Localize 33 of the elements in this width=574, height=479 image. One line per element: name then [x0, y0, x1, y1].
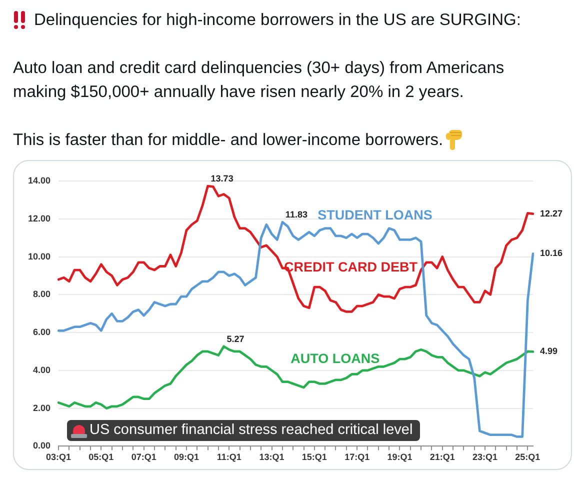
x-tick-label: 19:Q1 [387, 452, 412, 462]
text: This is faster than for middle- and lower-income borrowers. [13, 130, 444, 151]
x-tick-label: 11:Q1 [216, 452, 242, 462]
x-tick-label: 17:Q1 [344, 452, 370, 462]
data-label: 10.16 [540, 248, 563, 258]
x-tick-label: 05:Q1 [88, 452, 114, 462]
data-label: 4.99 [540, 346, 558, 356]
annotation: US consumer financial stress reached critical level [90, 421, 413, 440]
series-label: AUTO LOANS [290, 350, 380, 366]
series-label: STUDENT LOANS [318, 207, 432, 222]
y-tick-label: 8.00 [32, 289, 51, 300]
x-tick-label: 13:Q1 [259, 452, 284, 462]
series-label: CREDIT CARD DEBT [284, 260, 418, 275]
x-tick-label: 09:Q1 [174, 452, 199, 462]
x-tick-label: 23:Q1 [472, 452, 498, 462]
y-tick-label: 4.00 [32, 364, 51, 375]
y-tick-label: 2.00 [32, 402, 51, 413]
x-tick-label: 21:Q1 [430, 452, 455, 462]
chart-subtitle: Auto loan and credit card delinquencies (30+ days) from Americans making $150,000+ annually have risen nearly 20% in 2 years. [13, 58, 506, 103]
y-tick-label: 14.00 [28, 175, 51, 186]
data-label: 5.27 [226, 334, 244, 344]
data-label: 13.73 [210, 174, 234, 184]
y-tick-label: 6.00 [32, 327, 51, 338]
x-tick-label: 15:Q1 [302, 452, 327, 462]
x-tick-label: 07:Q1 [131, 452, 156, 462]
chart-title: Delinquencies for high-income borrowers in the US are SURGING: [34, 10, 521, 31]
y-tick-label: 0.00 [32, 440, 51, 451]
data-label: 12.27 [540, 208, 563, 218]
y-tick-label: 10.00 [28, 251, 51, 262]
data-label: 11.83 [285, 210, 308, 220]
y-tick-label: 12.00 [28, 213, 51, 224]
x-tick-label: 03:Q1 [46, 452, 72, 462]
x-tick-label: 25:Q1 [515, 452, 540, 462]
